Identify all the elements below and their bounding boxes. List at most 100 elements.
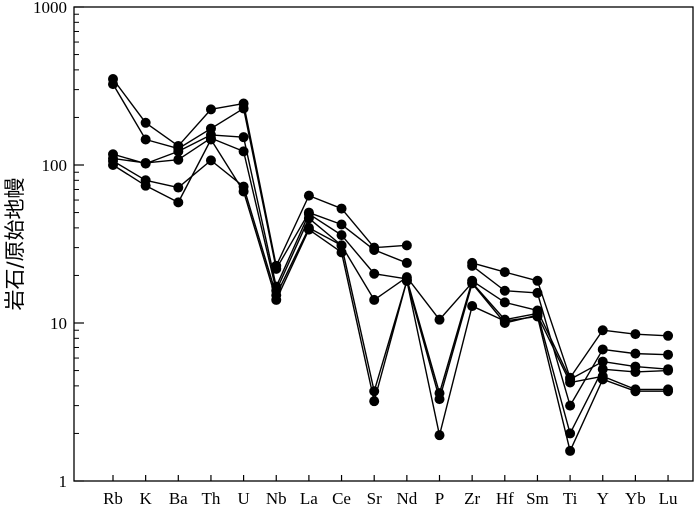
data-point (336, 240, 347, 251)
data-point (565, 400, 576, 411)
x-tick-label: Lu (659, 489, 678, 508)
y-axis-ticks: 1 10 100 1000 (33, 0, 84, 491)
data-point (271, 294, 282, 305)
y-tick-label: 100 (42, 156, 68, 175)
data-point (663, 365, 674, 376)
series-line (112, 159, 669, 400)
data-point (565, 377, 576, 388)
data-point (238, 146, 249, 157)
data-point (303, 224, 314, 235)
x-tick-label: La (300, 489, 318, 508)
data-point (499, 297, 510, 308)
y-tick-label: 1 (59, 472, 68, 491)
data-point (140, 134, 151, 145)
series-line (112, 83, 408, 270)
data-point (467, 301, 478, 312)
data-point (630, 329, 641, 340)
data-point (238, 132, 249, 143)
data-point (532, 287, 543, 298)
data-point (369, 244, 380, 255)
data-point (369, 268, 380, 279)
data-point (434, 314, 445, 325)
x-tick-label: Y (597, 489, 609, 508)
series-line (112, 78, 407, 267)
data-point (303, 190, 314, 201)
data-point (173, 197, 184, 208)
x-tick-label: Nd (396, 489, 417, 508)
data-point (597, 325, 608, 336)
data-point (401, 240, 412, 251)
x-tick-label: Sr (367, 489, 382, 508)
series-5 (108, 155, 674, 405)
series-line (112, 134, 669, 394)
x-tick-label: Zr (464, 489, 480, 508)
data-point (401, 257, 412, 268)
data-point (108, 160, 118, 170)
x-tick-label: U (237, 489, 249, 508)
y-tick-label: 1000 (33, 0, 67, 17)
x-tick-label: Th (202, 489, 221, 508)
data-point (336, 203, 347, 214)
data-point (173, 182, 184, 193)
data-point (434, 394, 445, 405)
data-point (401, 275, 412, 286)
plot-frame (73, 6, 694, 482)
data-point (336, 230, 347, 241)
series-line (112, 138, 669, 452)
data-point (597, 356, 608, 367)
data-point (238, 186, 249, 197)
data-point (597, 374, 608, 385)
y-tick-label: 10 (50, 314, 67, 333)
data-point (173, 146, 184, 157)
x-tick-label: K (140, 489, 153, 508)
data-point (108, 79, 118, 90)
data-point (663, 386, 674, 397)
data-point (369, 294, 380, 305)
data-point (532, 311, 543, 322)
data-point (303, 213, 314, 224)
data-point (336, 219, 347, 230)
data-point (565, 428, 576, 439)
data-point (499, 315, 510, 326)
data-point (271, 263, 282, 274)
data-point (336, 247, 347, 258)
data-point (173, 154, 184, 165)
x-tick-label: Rb (103, 489, 123, 508)
data-point (630, 366, 641, 377)
data-point (205, 104, 216, 115)
data-point (663, 349, 674, 360)
x-tick-label: Nb (266, 489, 287, 508)
data-point (205, 155, 216, 166)
data-point (663, 330, 674, 341)
series-4 (108, 133, 674, 439)
data-point (565, 445, 576, 456)
data-point (238, 103, 249, 114)
series-layer (108, 74, 674, 456)
data-point (140, 157, 151, 168)
data-point (205, 134, 216, 145)
data-point (630, 386, 641, 397)
series-3 (108, 129, 674, 399)
data-point (467, 260, 478, 271)
x-tick-label: Ti (563, 489, 578, 508)
data-point (434, 430, 445, 441)
series-6 (108, 134, 674, 456)
x-tick-label: Hf (496, 489, 514, 508)
data-point (140, 117, 151, 128)
x-tick-label: P (435, 489, 444, 508)
data-point (597, 344, 608, 355)
data-point (140, 180, 151, 191)
x-axis-ticks: Rb K Ba Th U Nb La Ce Sr Nd P Zr Hf Sm Ti Y Yb Lu (103, 475, 678, 508)
x-tick-label: Ce (332, 489, 351, 508)
x-tick-label: Yb (625, 489, 646, 508)
x-tick-label: Ba (169, 489, 188, 508)
data-point (467, 278, 478, 289)
series-line (112, 137, 669, 435)
data-point (499, 285, 510, 296)
y-axis-label: 岩石/原始地幔 (3, 177, 27, 310)
data-point (630, 348, 641, 359)
data-point (369, 396, 380, 407)
data-point (532, 275, 543, 286)
series-2 (108, 79, 674, 411)
